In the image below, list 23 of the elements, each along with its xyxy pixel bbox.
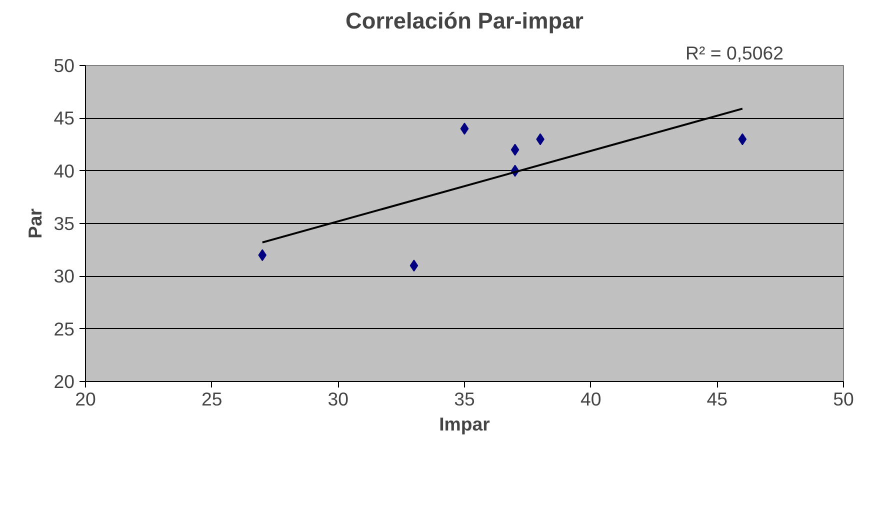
x-tick-label: 30 [328, 388, 349, 410]
y-axis-title: Par [24, 208, 46, 239]
x-tick-label: 50 [833, 388, 854, 410]
text: R² = 0,5062 [685, 42, 784, 64]
x-tick-label: 40 [580, 388, 602, 410]
point [510, 144, 520, 156]
point [460, 122, 469, 135]
y-tick-label: 45 [54, 108, 75, 129]
chart-title: Correlación Par-impar [346, 8, 584, 34]
y-tick-label: 35 [54, 213, 75, 234]
x-tick-label: 20 [75, 388, 96, 410]
y-tick-label: 40 [54, 160, 75, 182]
point [738, 133, 747, 146]
y-tick-label: 25 [54, 318, 75, 340]
x-axis-title: Impar [439, 414, 490, 434]
x-tick-label: 45 [706, 388, 728, 410]
point [258, 249, 267, 262]
y-tick-label: 30 [54, 266, 75, 287]
x-tick-label: 25 [201, 388, 222, 410]
x-tick-label: 35 [454, 388, 475, 410]
point [410, 260, 418, 272]
y-tick-label: 50 [54, 55, 75, 76]
y-tick-label: 20 [54, 371, 75, 392]
